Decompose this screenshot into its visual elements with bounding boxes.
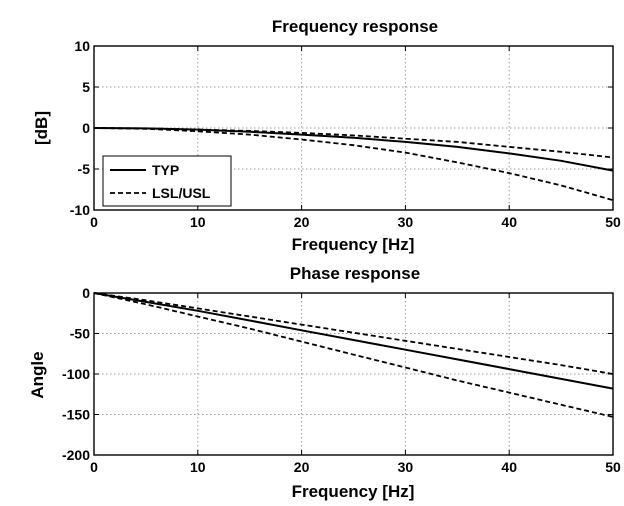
y-tick-label: -100 [62,366,90,382]
series-lines [93,292,614,418]
grid [94,293,613,455]
x-tick-label: 40 [501,214,517,230]
y-tick-label: 0 [82,285,90,301]
series-lines [93,127,614,202]
y-tick-label: 10 [74,38,90,54]
y-tick-label: 0 [82,120,90,136]
plot-frame [93,292,614,456]
x-tick-label: 50 [605,214,621,230]
y-tick-label: -5 [78,161,91,177]
x-tick-label: 30 [398,459,414,475]
phase-response-chart: Phase response 0 10 20 30 40 50 0 -50 -100 -150 -2… [28,264,621,501]
x-tick-label: 30 [398,214,414,230]
chart-title: Frequency response [272,17,438,36]
legend: TYP LSL/USL [102,155,232,207]
y-tick-label: 5 [82,79,90,95]
series-line-lsl [93,292,614,418]
x-tick-label: 20 [294,214,310,230]
y-axis-label: Angle [28,351,47,398]
legend-box [102,155,232,207]
x-axis-label: Frequency [Hz] [292,235,415,254]
tick-labels: 0 10 20 30 40 50 0 -50 -100 -150 -200 [62,285,621,475]
series-line-lsl [93,127,614,202]
x-tick-label: 10 [190,459,206,475]
y-tick-label: -50 [70,326,90,342]
x-tick-label: 10 [190,214,206,230]
series-line-usl [93,127,614,159]
x-tick-label: 50 [605,459,621,475]
legend-entry-lsl-usl: LSL/USL [152,185,211,201]
x-axis-label: Frequency [Hz] [292,482,415,501]
y-tick-label: -200 [62,447,90,463]
y-tick-label: -150 [62,407,90,423]
y-tick-label: -10 [70,202,90,218]
frequency-response-chart: Frequency response 0 10 20 30 40 501050-5-10 … [32,17,621,254]
x-tick-label: 20 [294,459,310,475]
x-tick-label: 0 [90,214,98,230]
series-line-typ [93,292,614,390]
legend-entry-typ: TYP [152,162,179,178]
x-tick-label: 0 [90,459,98,475]
x-tick-label: 40 [501,459,517,475]
chart-title: Phase response [290,264,420,283]
plot-frame [93,45,614,211]
series-line-typ [93,127,614,172]
y-axis-label: [dB] [32,111,51,145]
